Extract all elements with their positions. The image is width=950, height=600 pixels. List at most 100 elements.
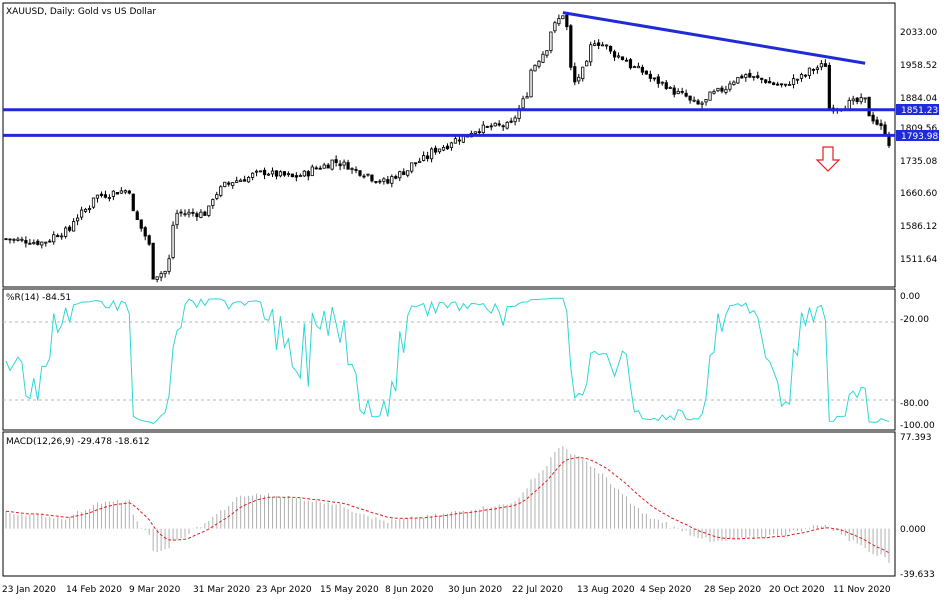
candle-body bbox=[410, 162, 414, 172]
price-tick: 1660.60 bbox=[900, 189, 937, 199]
candle-body bbox=[143, 227, 147, 237]
candle-body bbox=[398, 171, 402, 179]
level-badge-lower bbox=[896, 130, 939, 141]
candle-body bbox=[732, 81, 736, 85]
x-tick: 14 Feb 2020 bbox=[66, 585, 122, 595]
price-panel-title: XAUUSD, Daily: Gold vs US Dollar bbox=[6, 7, 156, 17]
candle-body bbox=[803, 74, 808, 77]
candle-body bbox=[457, 139, 462, 142]
candle-body bbox=[760, 77, 764, 80]
candle-body bbox=[203, 211, 207, 216]
candle-body bbox=[183, 213, 187, 216]
price-panel-frame bbox=[2, 2, 896, 288]
x-tick: 4 Sep 2020 bbox=[640, 585, 692, 595]
price-lines bbox=[3, 11, 895, 137]
candle-body bbox=[648, 73, 652, 79]
candle-body bbox=[163, 270, 167, 275]
price-tick: 1511.64 bbox=[900, 255, 937, 265]
candle-body bbox=[875, 119, 879, 125]
candle-body bbox=[565, 14, 569, 28]
candle-body bbox=[581, 66, 585, 80]
candle-body bbox=[223, 181, 227, 187]
candle-body bbox=[418, 160, 422, 163]
candle-body bbox=[235, 180, 239, 183]
candle-body bbox=[672, 87, 676, 95]
candle-body bbox=[521, 98, 525, 109]
macd-panel-label: MACD(12,26,9) -29.478 -18.612 bbox=[6, 437, 150, 447]
candle-body bbox=[251, 172, 255, 178]
candle-body bbox=[342, 161, 346, 166]
candle-body bbox=[883, 124, 887, 135]
candle-body bbox=[366, 173, 370, 176]
candle-body bbox=[314, 167, 318, 170]
candle-body bbox=[258, 170, 263, 173]
candle-body bbox=[748, 72, 752, 78]
candle-body bbox=[99, 193, 104, 196]
candle-body bbox=[72, 221, 76, 232]
candle-body bbox=[159, 273, 163, 278]
candle-body bbox=[199, 211, 203, 218]
candle-body bbox=[772, 82, 776, 85]
candle-body bbox=[83, 208, 88, 212]
candle-body bbox=[278, 171, 283, 177]
candle-body bbox=[776, 83, 780, 86]
down-arrow-icon bbox=[815, 146, 841, 172]
candle-body bbox=[16, 238, 20, 241]
level-badge-upper bbox=[896, 104, 939, 115]
candle-body bbox=[827, 64, 831, 109]
candle-body bbox=[624, 59, 629, 62]
candle-body bbox=[4, 238, 8, 241]
candle-body bbox=[326, 164, 330, 169]
candle-body bbox=[20, 238, 24, 241]
x-tick: 28 Sep 2020 bbox=[704, 585, 761, 595]
candle-body bbox=[40, 241, 44, 246]
x-tick: 13 Aug 2020 bbox=[577, 585, 635, 595]
price-tick: 1809.56 bbox=[900, 124, 937, 134]
candle-body bbox=[370, 174, 374, 182]
candle-body bbox=[227, 182, 231, 185]
candle-body bbox=[557, 18, 561, 25]
candle-body bbox=[374, 181, 378, 183]
candle-body bbox=[851, 98, 855, 102]
candle-body bbox=[28, 242, 32, 245]
candle-body bbox=[429, 148, 434, 160]
candle-body bbox=[306, 171, 310, 177]
candle-body bbox=[127, 190, 131, 194]
candle-body bbox=[632, 66, 637, 69]
candle-body bbox=[334, 159, 338, 164]
candle-body bbox=[644, 70, 648, 75]
candle-body bbox=[406, 170, 410, 176]
candle-body bbox=[449, 142, 454, 148]
candle-body bbox=[211, 199, 215, 206]
candle-body bbox=[783, 83, 788, 86]
candle-body bbox=[740, 75, 744, 79]
candle-body bbox=[601, 44, 605, 47]
wr-panel-label: %R(14) -84.51 bbox=[6, 293, 71, 303]
candle-body bbox=[243, 179, 247, 182]
candle-body bbox=[752, 75, 756, 78]
candle-body bbox=[593, 43, 597, 46]
wr-panel-frame bbox=[2, 288, 896, 431]
wr-tick: 0.00 bbox=[900, 292, 920, 302]
candle-body bbox=[338, 163, 342, 167]
candle-body bbox=[437, 148, 442, 153]
candle-body bbox=[855, 97, 859, 102]
x-tick: 23 Apr 2020 bbox=[256, 585, 312, 595]
candle-body bbox=[616, 55, 621, 58]
candle-body bbox=[700, 102, 704, 105]
candle-body bbox=[191, 211, 195, 214]
candle-body bbox=[171, 224, 175, 258]
candle-body bbox=[426, 155, 430, 159]
candle-body bbox=[95, 194, 100, 199]
candle-body bbox=[859, 97, 863, 103]
x-tick: 20 Oct 2020 bbox=[769, 585, 825, 595]
trendline bbox=[562, 11, 866, 65]
candle-body bbox=[795, 78, 800, 81]
x-tick: 31 Mar 2020 bbox=[193, 585, 250, 595]
candle-body bbox=[453, 138, 458, 144]
candle-body bbox=[871, 114, 875, 122]
candle-body bbox=[545, 50, 549, 56]
x-tick: 11 Nov 2020 bbox=[833, 585, 891, 595]
candle-body bbox=[433, 147, 438, 153]
candle-body bbox=[863, 97, 867, 100]
